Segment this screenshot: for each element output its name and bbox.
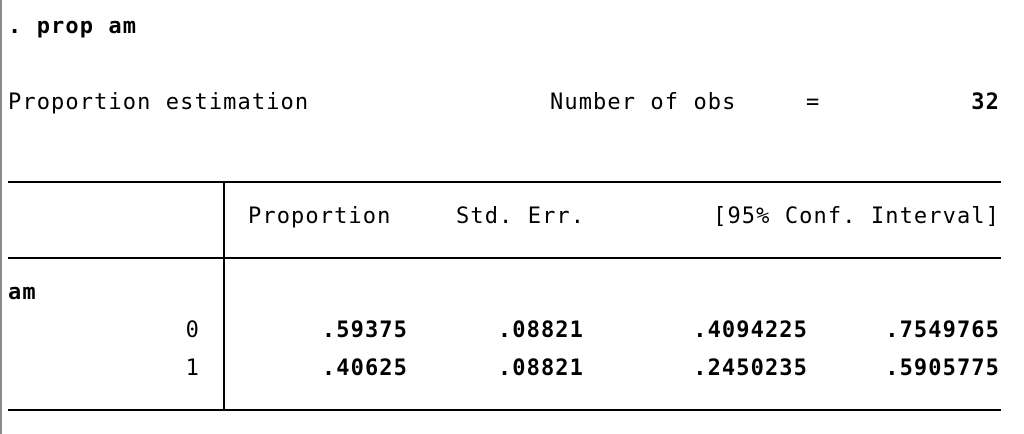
row-ci-low: .4094225 xyxy=(693,318,808,343)
row-ci-high: .5905775 xyxy=(885,356,1000,381)
table-bottom-rule xyxy=(8,409,1001,411)
table-vertical-divider xyxy=(223,182,225,411)
header-std-err: Std. Err. xyxy=(456,204,586,229)
window-left-border xyxy=(0,0,2,434)
estimation-title: Proportion estimation xyxy=(8,90,310,115)
table-top-rule xyxy=(8,181,1001,183)
row-level: 0 xyxy=(185,318,200,343)
row-ci-low: .2450235 xyxy=(693,356,808,381)
header-conf-interval: [95% Conf. Interval] xyxy=(713,204,1000,229)
header-separator-rule xyxy=(8,257,1001,259)
row-proportion: .40625 xyxy=(321,356,408,381)
variable-label: am xyxy=(8,280,37,305)
row-ci-high: .7549765 xyxy=(885,318,1000,343)
header-proportion: Proportion xyxy=(248,204,392,229)
row-std-err: .08821 xyxy=(497,318,584,343)
command-line: . prop am xyxy=(8,14,138,39)
obs-label: Number of obs xyxy=(550,90,737,115)
row-proportion: .59375 xyxy=(321,318,408,343)
obs-value: 32 xyxy=(971,90,1000,115)
row-level: 1 xyxy=(185,356,200,381)
obs-equals: = xyxy=(806,90,821,115)
row-std-err: .08821 xyxy=(497,356,584,381)
